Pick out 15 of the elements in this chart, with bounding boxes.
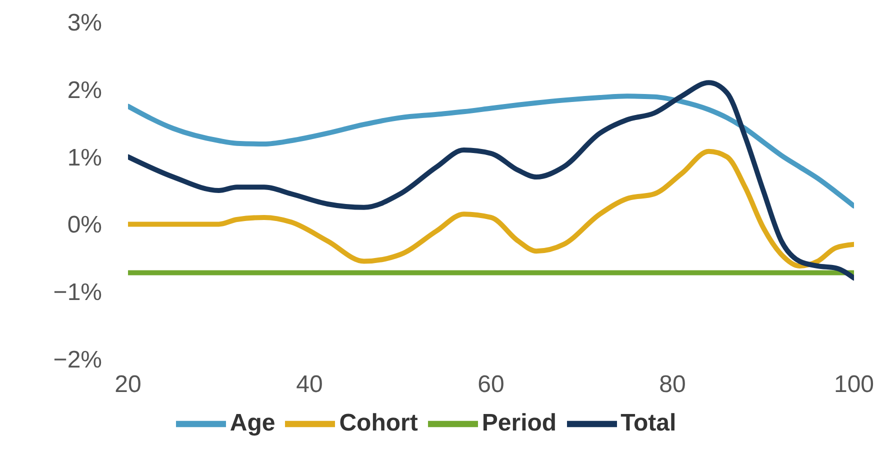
legend-label: Age	[230, 409, 276, 436]
y-tick-label: 2%	[67, 76, 102, 104]
y-tick-label: −1%	[53, 279, 102, 306]
x-tick-label: 100	[834, 371, 874, 398]
legend-label: Cohort	[339, 409, 418, 436]
y-tick-label: 1%	[67, 144, 102, 172]
x-tick-label: 40	[296, 371, 323, 398]
y-tick-label: 3%	[67, 10, 102, 37]
x-tick-label: 60	[478, 371, 504, 398]
y-tick-label: −2%	[53, 346, 102, 374]
x-tick-label: 20	[114, 371, 142, 398]
legend-label: Total	[620, 409, 676, 436]
legend-label: Period	[482, 409, 557, 436]
y-tick-label: 0%	[67, 212, 102, 239]
x-tick-label: 80	[659, 371, 686, 398]
